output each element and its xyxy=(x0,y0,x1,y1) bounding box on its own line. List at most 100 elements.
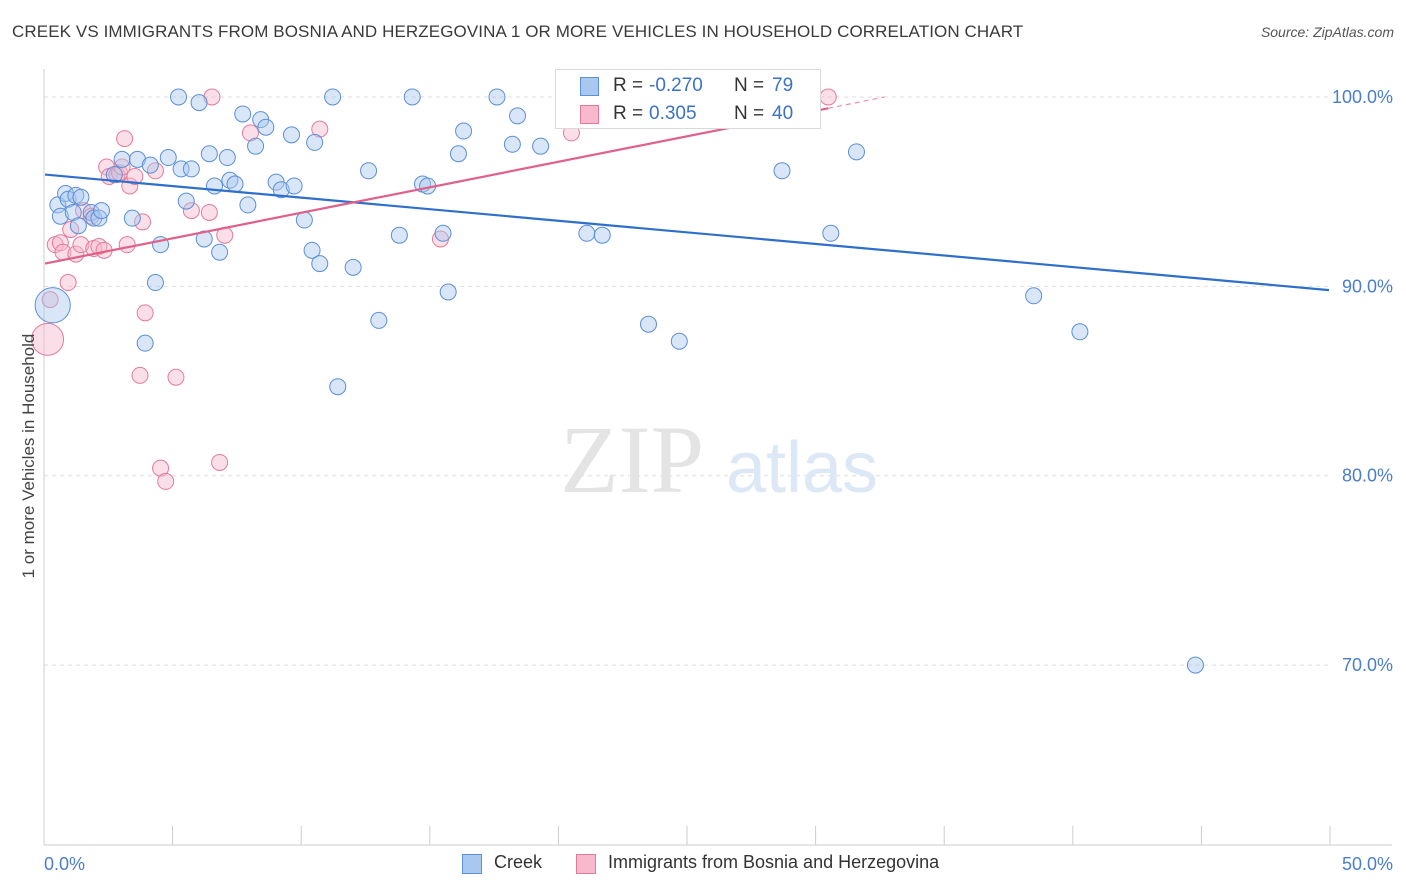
creek-point xyxy=(128,150,146,168)
source-label: Source: ZipAtlas.com xyxy=(1260,24,1394,40)
n-label: N = xyxy=(734,103,765,124)
creek-point xyxy=(72,188,90,206)
bosnia-point xyxy=(819,88,837,106)
bosnia-point xyxy=(200,203,218,221)
bosnia-point xyxy=(136,304,154,322)
creek-point xyxy=(578,224,596,242)
creek-point xyxy=(51,207,69,225)
creek-point xyxy=(324,88,342,106)
bosnia-point xyxy=(134,213,152,231)
x-tick-labels: 0.0% 50.0% xyxy=(44,854,1393,874)
watermark-atlas: atlas xyxy=(726,428,878,508)
creek-point xyxy=(272,181,290,199)
creek-trend-line xyxy=(44,173,1330,292)
creek-point xyxy=(146,274,164,292)
creek-point xyxy=(370,311,388,329)
creek-legend-label: Creek xyxy=(494,852,543,872)
creek-point xyxy=(509,107,527,125)
creek-point xyxy=(360,162,378,180)
n-label: N = xyxy=(734,75,765,96)
series-legend: Creek Immigrants from Bosnia and Herzego… xyxy=(0,851,1406,879)
y-tick-label: 70.0% xyxy=(1342,655,1393,675)
creek-point xyxy=(205,177,223,195)
creek-point xyxy=(170,88,188,106)
creek-point xyxy=(403,88,421,106)
bosnia-points xyxy=(31,88,837,490)
bosnia-point xyxy=(157,472,175,490)
creek-swatch xyxy=(580,77,599,96)
creek-point xyxy=(172,160,190,178)
creek-point xyxy=(105,166,123,184)
n-value: 79 xyxy=(772,75,794,96)
r-value: 0.305 xyxy=(649,103,697,124)
creek-point xyxy=(822,224,840,242)
bosnia-point xyxy=(72,236,90,254)
chart-title: CREEK VS IMMIGRANTS FROM BOSNIA AND HERZ… xyxy=(12,22,1024,41)
r-label: R = xyxy=(613,103,644,124)
creek-point xyxy=(285,177,303,195)
creek-point xyxy=(847,143,865,161)
creek-point xyxy=(639,315,657,333)
creek-point xyxy=(69,217,87,235)
bosnia-point xyxy=(31,322,65,356)
bosnia-point xyxy=(118,236,136,254)
creek-point xyxy=(1186,656,1204,674)
y-tick-label: 80.0% xyxy=(1342,466,1393,486)
bosnia-swatch xyxy=(580,105,599,124)
y-tick-labels: 100.0% 90.0% 80.0% 70.0% xyxy=(1332,87,1393,675)
creek-point xyxy=(295,211,313,229)
axes xyxy=(43,69,1392,846)
creek-point xyxy=(136,334,154,352)
r-label: R = xyxy=(613,75,644,96)
bosnia-point xyxy=(62,221,80,239)
creek-point xyxy=(455,122,473,140)
creek-point xyxy=(64,203,82,221)
creek-point xyxy=(218,149,236,167)
creek-point xyxy=(226,175,244,193)
bosnia-point xyxy=(203,88,221,106)
watermark: ZIP atlas xyxy=(560,406,878,513)
creek-point xyxy=(593,226,611,244)
bosnia-trend-extension xyxy=(828,96,885,109)
creek-swatch xyxy=(462,854,482,874)
x-tick-label: 50.0% xyxy=(1342,854,1393,874)
correlation-legend: R = -0.270 N = 79 R = 0.305 N = 40 xyxy=(555,69,821,129)
creek-point xyxy=(113,150,131,168)
creek-point xyxy=(182,160,200,178)
creek-point xyxy=(773,162,791,180)
x-tick-label: 0.0% xyxy=(44,854,85,874)
legend-row-bosnia: R = 0.305 N = 40 xyxy=(556,100,820,128)
trend-lines xyxy=(44,96,1330,292)
legend-row-creek: R = -0.270 N = 79 xyxy=(556,72,820,100)
creek-point xyxy=(177,192,195,210)
bosnia-trend-line xyxy=(44,107,829,265)
y-tick-label: 100.0% xyxy=(1332,87,1393,107)
creek-point xyxy=(390,226,408,244)
creek-point xyxy=(532,137,550,155)
creek-point xyxy=(211,243,229,261)
bosnia-point xyxy=(311,120,329,138)
creek-point xyxy=(329,378,347,396)
creek-point xyxy=(190,94,208,112)
bosnia-point xyxy=(211,453,229,471)
creek-point xyxy=(1025,287,1043,305)
bosnia-point xyxy=(241,124,259,142)
bosnia-swatch xyxy=(576,854,596,874)
bosnia-point xyxy=(152,459,170,477)
creek-point xyxy=(303,241,321,259)
creek-point xyxy=(439,283,457,301)
bosnia-point xyxy=(167,368,185,386)
bosnia-point xyxy=(131,366,149,384)
creek-point xyxy=(434,224,452,242)
bosnia-point xyxy=(126,167,144,185)
creek-point xyxy=(123,209,141,227)
y-axis-label: 1 or more Vehicles in Household xyxy=(19,334,38,579)
creek-point xyxy=(257,118,275,136)
n-value: 40 xyxy=(772,103,794,124)
creek-point xyxy=(311,255,329,273)
creek-point xyxy=(141,156,159,174)
creek-points xyxy=(34,88,1204,674)
bosnia-point xyxy=(116,130,134,148)
creek-point xyxy=(200,145,218,163)
